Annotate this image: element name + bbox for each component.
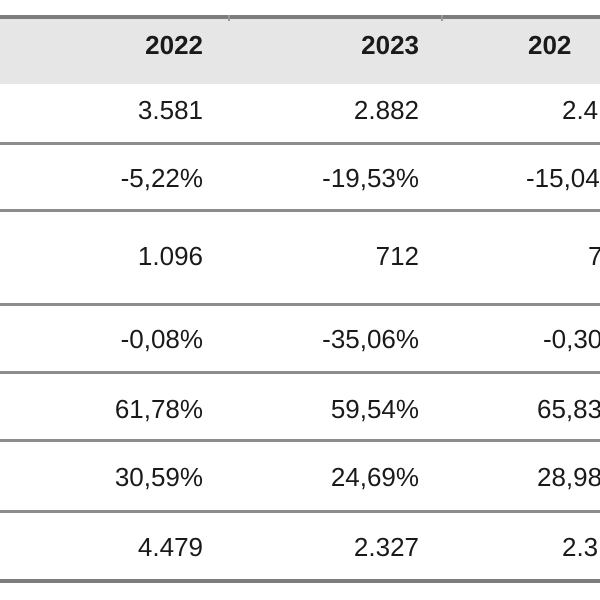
table-header-band	[0, 15, 600, 84]
column-divider-tick	[228, 15, 230, 21]
column-divider-tick	[441, 15, 443, 21]
table-cell: 28,98	[537, 462, 600, 492]
row-divider	[0, 439, 600, 442]
table-cell: -0,30	[543, 324, 600, 354]
table-cell: -5,22%	[120, 163, 203, 193]
table-cell: 2.327	[353, 532, 419, 562]
row-divider	[0, 510, 600, 513]
header-year-2024: 202	[528, 30, 572, 60]
table-cell: 1.096	[137, 241, 203, 271]
table-cell: -0,08%	[120, 324, 203, 354]
table-cell: 4.479	[137, 532, 203, 562]
row-divider	[0, 371, 600, 374]
table-cell: 2.4	[562, 95, 599, 125]
table-cell: -19,53%	[322, 163, 419, 193]
table-cell: 712	[375, 241, 419, 271]
table-cell: 59,54%	[330, 394, 419, 424]
table-cell: 2.882	[353, 95, 419, 125]
row-divider	[0, 209, 600, 212]
table-cell: -15,04	[526, 163, 600, 193]
row-divider	[0, 303, 600, 306]
table-cell: 3.581	[137, 95, 203, 125]
table-cell: 2.3	[562, 532, 599, 562]
table-cell: 65,83	[537, 394, 600, 424]
table-cell: 24,69%	[330, 462, 419, 492]
table-cell: 61,78%	[114, 394, 203, 424]
table-cell: 30,59%	[114, 462, 203, 492]
header-year-2022: 2022	[145, 30, 203, 60]
header-year-2023: 2023	[361, 30, 419, 60]
table-cell: -35,06%	[322, 324, 419, 354]
table-bottom-rule	[0, 579, 600, 583]
table-cell: 7	[588, 241, 600, 271]
row-divider	[0, 142, 600, 145]
